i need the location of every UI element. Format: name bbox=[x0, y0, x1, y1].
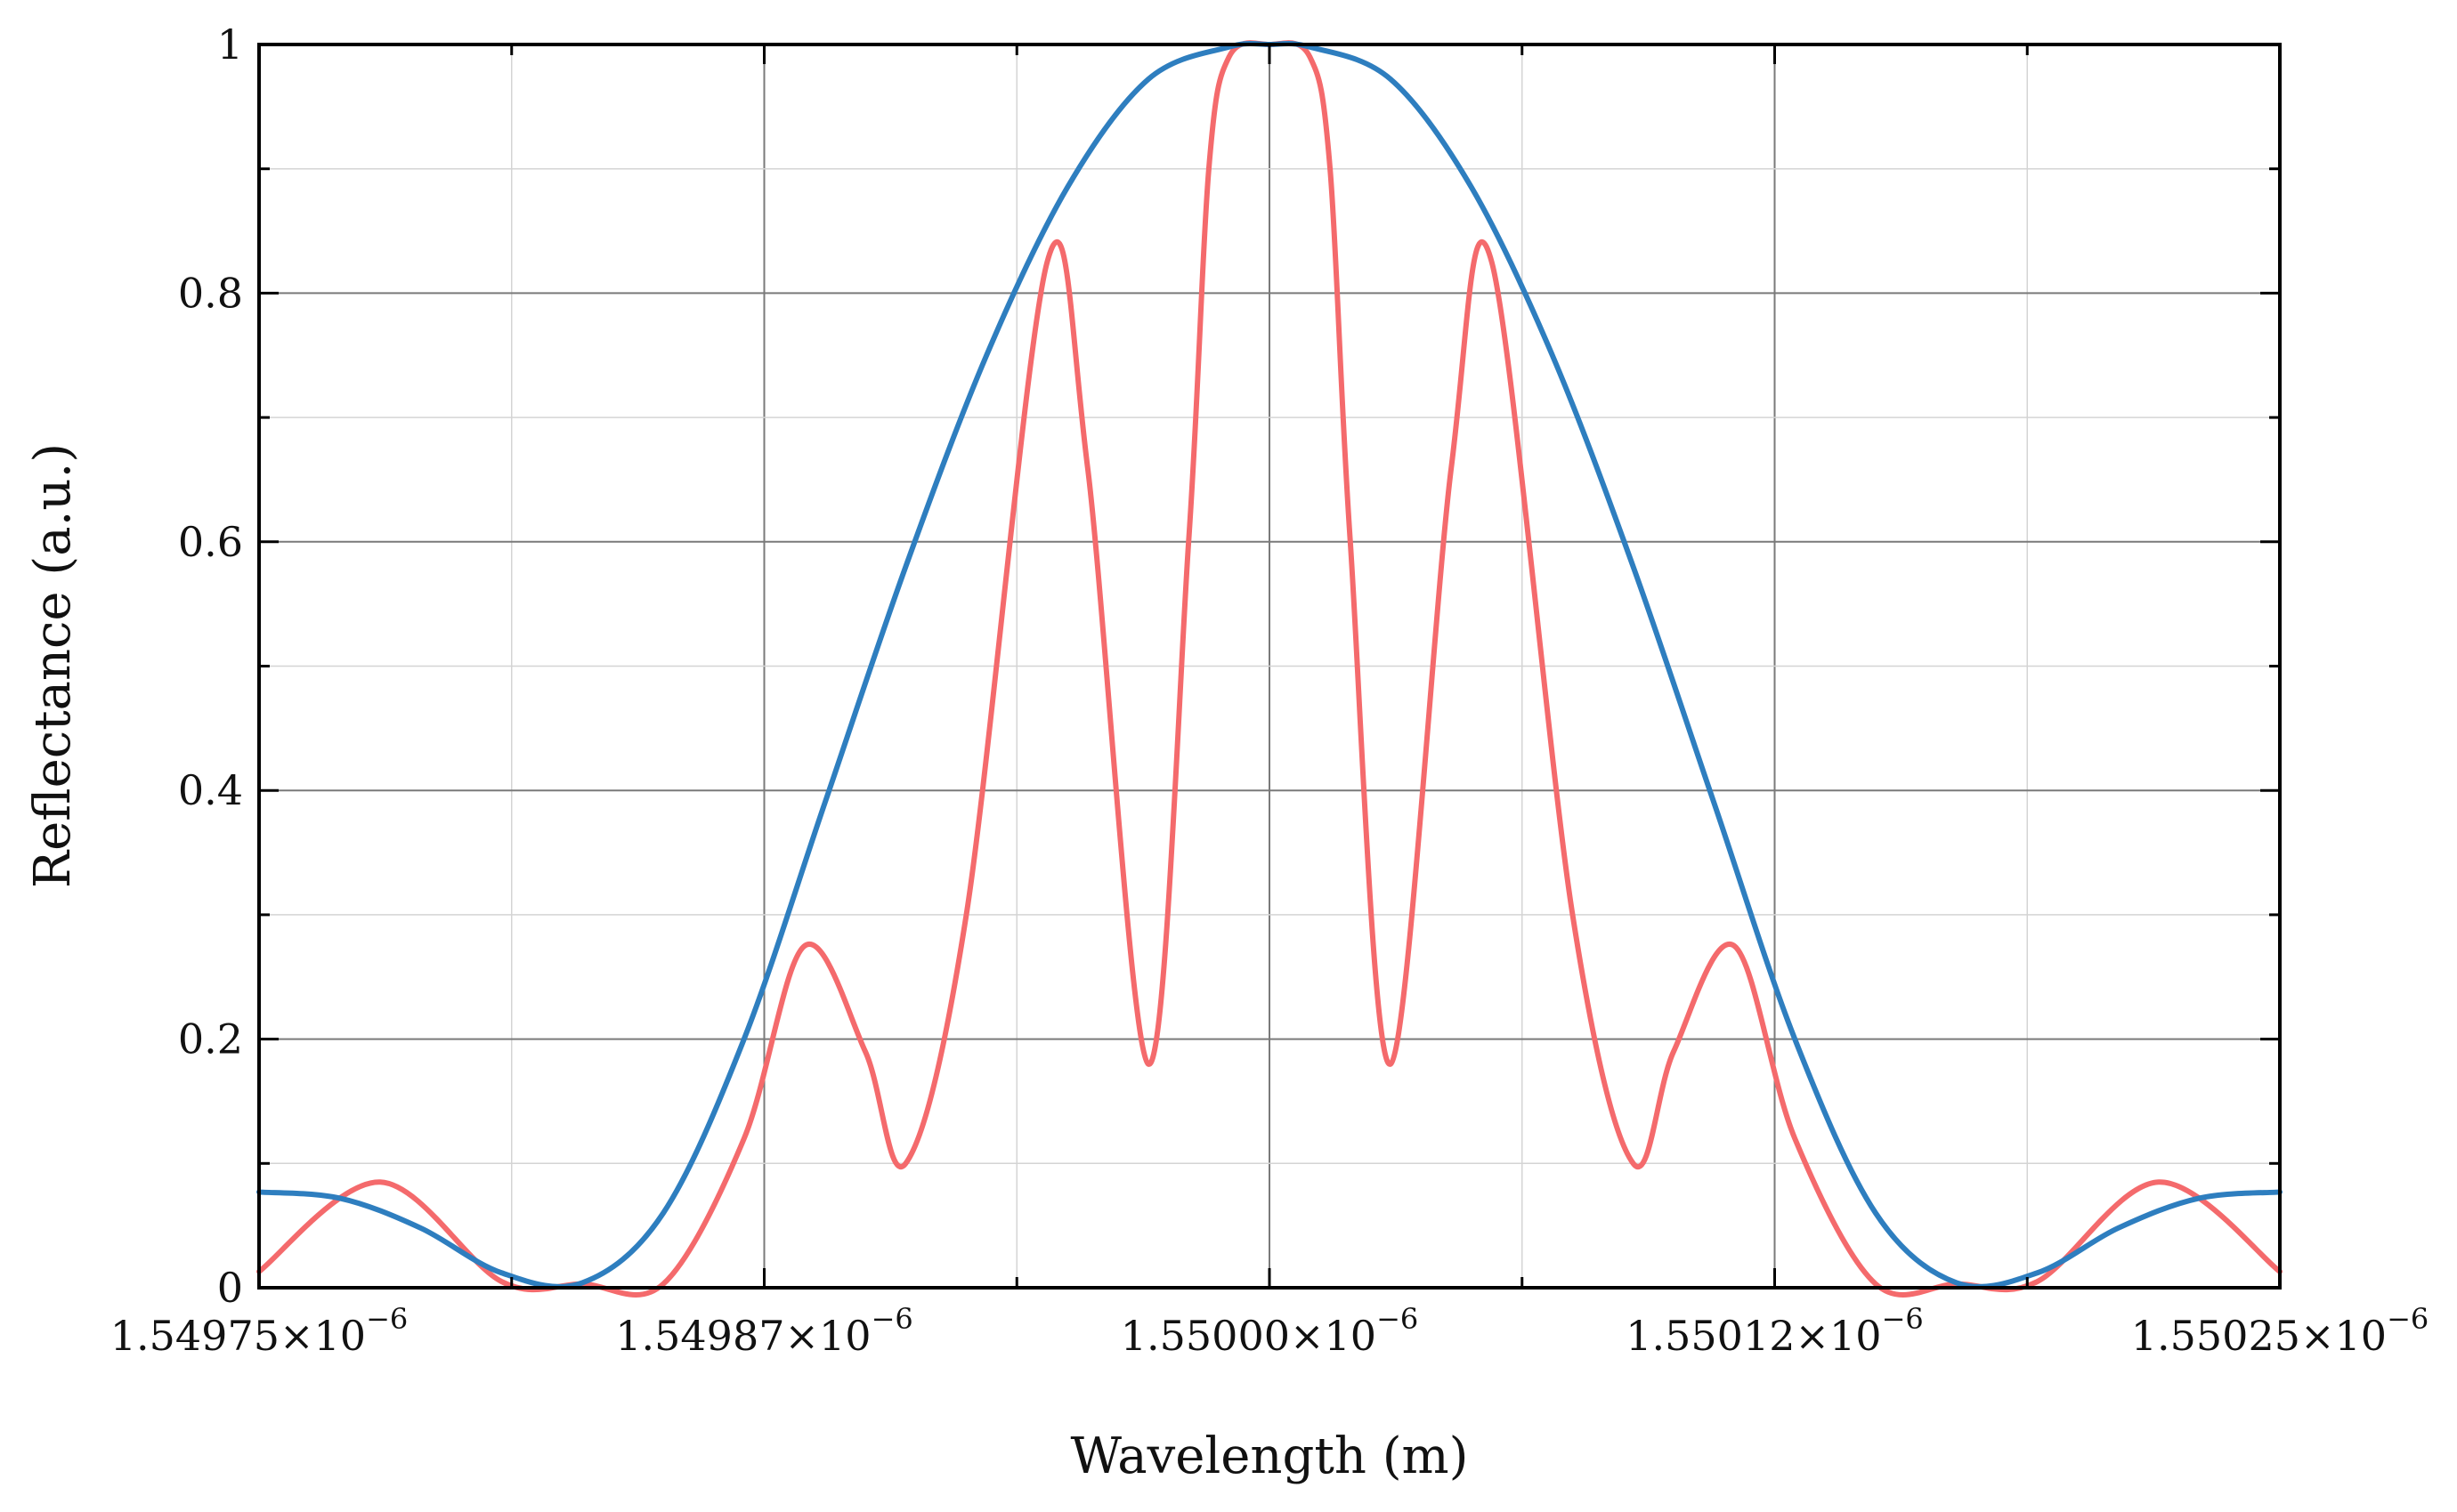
y-tick-label: 0.6 bbox=[178, 518, 243, 566]
y-tick-label: 0 bbox=[217, 1264, 243, 1312]
y-tick-label: 1 bbox=[217, 20, 243, 69]
y-tick-label: 0.8 bbox=[178, 269, 243, 317]
x-tick-label: 1.55012×10−6 bbox=[1626, 1302, 1923, 1360]
x-tick-labels: 1.54975×10−6 1.54987×10−6 1.55000×10−6 1.55… bbox=[110, 1302, 2429, 1360]
y-tick-label: 0.2 bbox=[178, 1015, 243, 1063]
x-tick-label: 1.54975×10−6 bbox=[110, 1302, 408, 1360]
x-axis-title: Wavelength (m) bbox=[1071, 1427, 1469, 1485]
x-tick-label: 1.55025×10−6 bbox=[2131, 1302, 2429, 1360]
tick-marks bbox=[257, 43, 2282, 1290]
grid bbox=[258, 44, 2281, 1289]
x-tick-label: 1.55000×10−6 bbox=[1121, 1302, 1418, 1360]
x-tick-label: 1.54987×10−6 bbox=[615, 1302, 912, 1360]
y-axis-title: Reflectance (a.u.) bbox=[24, 443, 82, 888]
y-tick-label: 0.4 bbox=[178, 766, 243, 814]
y-tick-labels: 0 0.2 0.4 0.6 0.8 1 bbox=[178, 20, 243, 1312]
